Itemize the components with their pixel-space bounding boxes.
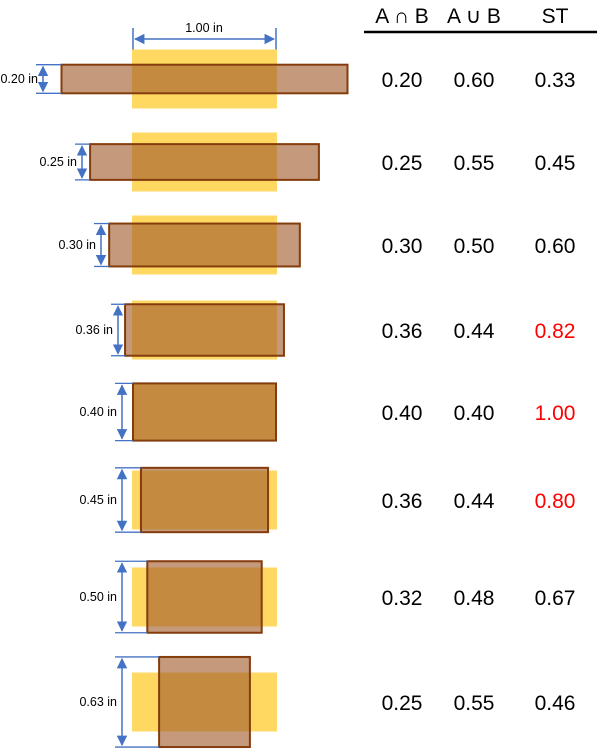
height-label: 0.36 in bbox=[75, 323, 113, 337]
row-7: 0.50 in 0.32 0.48 0.67 bbox=[79, 560, 576, 634]
header-st: ST bbox=[542, 5, 569, 28]
row-8: 0.63 in 0.25 0.55 0.46 bbox=[79, 655, 576, 749]
st-value: 0.46 bbox=[535, 692, 576, 715]
header-intersection: A ∩ B bbox=[375, 5, 429, 28]
intersection-value: 0.25 bbox=[382, 152, 423, 175]
union-value: 0.44 bbox=[454, 490, 495, 513]
box-b bbox=[89, 143, 320, 181]
height-label: 0.50 in bbox=[79, 590, 117, 604]
box-b bbox=[124, 303, 285, 357]
union-value: 0.55 bbox=[454, 152, 495, 175]
st-value: 0.80 bbox=[535, 490, 576, 513]
row-6: 0.45 in 0.36 0.44 0.80 bbox=[79, 466, 576, 534]
row-3: 0.30 in 0.30 0.50 0.60 bbox=[58, 215, 576, 275]
union-value: 0.48 bbox=[454, 587, 495, 610]
st-value: 0.82 bbox=[535, 320, 576, 343]
row-5: 0.40 in 0.40 0.40 1.00 bbox=[79, 382, 576, 442]
intersection-value: 0.25 bbox=[382, 692, 423, 715]
header-union: A ∪ B bbox=[447, 5, 501, 28]
intersection-value: 0.20 bbox=[382, 69, 423, 92]
union-value: 0.55 bbox=[454, 692, 495, 715]
height-label: 0.63 in bbox=[79, 695, 117, 709]
intersection-value: 0.36 bbox=[382, 490, 423, 513]
height-label: 0.25 in bbox=[39, 155, 77, 169]
width-dimension: 1.00 in bbox=[132, 21, 277, 52]
intersection-value: 0.36 bbox=[382, 320, 423, 343]
height-label: 0.30 in bbox=[58, 238, 96, 252]
union-value: 0.44 bbox=[454, 320, 495, 343]
box-b bbox=[60, 63, 349, 95]
box-b bbox=[146, 560, 263, 634]
row-1: 0.20 in 0.20 0.60 0.33 bbox=[0, 49, 576, 109]
box-b bbox=[132, 382, 277, 442]
row-2: 0.25 in 0.25 0.55 0.45 bbox=[39, 132, 576, 192]
rows: 0.20 in 0.20 0.60 0.330.25 in 0.25 0.55 0.450.… bbox=[0, 49, 576, 749]
box-b bbox=[108, 222, 301, 268]
intersection-value: 0.32 bbox=[382, 587, 423, 610]
width-label: 1.00 in bbox=[185, 21, 223, 35]
height-label: 0.40 in bbox=[79, 405, 117, 419]
union-value: 0.60 bbox=[454, 69, 495, 92]
intersection-value: 0.30 bbox=[382, 235, 423, 258]
st-value: 0.67 bbox=[535, 587, 576, 610]
st-value: 0.45 bbox=[535, 152, 576, 175]
row-4: 0.36 in 0.36 0.44 0.82 bbox=[75, 300, 576, 360]
st-value: 0.60 bbox=[535, 235, 576, 258]
height-label: 0.20 in bbox=[0, 72, 38, 86]
intersection-value: 0.40 bbox=[382, 402, 423, 425]
union-value: 0.40 bbox=[454, 402, 495, 425]
st-value: 1.00 bbox=[535, 402, 576, 425]
box-b bbox=[139, 466, 270, 534]
height-label: 0.45 in bbox=[79, 493, 117, 507]
st-value: 0.33 bbox=[535, 69, 576, 92]
union-value: 0.50 bbox=[454, 235, 495, 258]
table-header: A ∩ B A ∪ B ST bbox=[364, 5, 597, 34]
box-b bbox=[158, 655, 251, 749]
